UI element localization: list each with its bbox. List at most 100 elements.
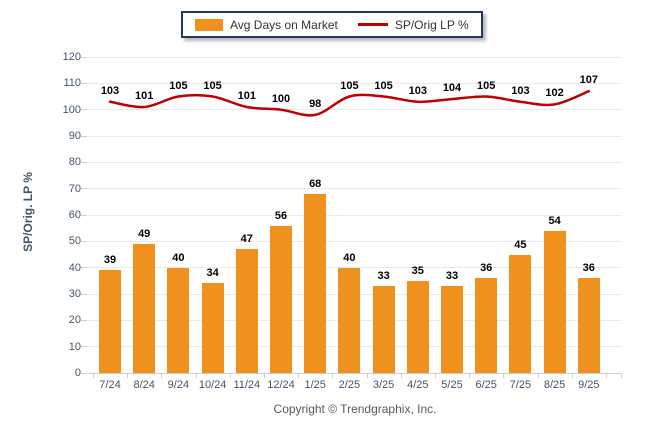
bar (441, 286, 463, 373)
gridline (88, 240, 622, 242)
y-axis-tick (81, 188, 87, 190)
x-axis-tick-label: 10/24 (198, 379, 227, 391)
x-axis-tick (400, 374, 402, 378)
legend-label-bar: Avg Days on Market (230, 17, 338, 32)
y-axis-tick (81, 109, 87, 111)
x-axis-tick-label: 7/25 (509, 379, 532, 391)
y-axis-tick-label: 80 (68, 156, 81, 169)
bar-swatch-icon (195, 18, 223, 31)
y-axis-tick (81, 214, 87, 216)
line-value-label: 103 (408, 84, 427, 97)
y-axis-tick-label: 70 (68, 182, 81, 195)
x-axis-tick-label: 8/25 (543, 379, 566, 391)
line-value-label: 100 (271, 92, 291, 105)
legend-item-bar: Avg Days on Market (195, 18, 338, 32)
gridline (88, 188, 622, 190)
x-axis-tick-label: 6/25 (475, 379, 497, 391)
x-axis-tick (92, 374, 94, 378)
bar (406, 280, 429, 373)
bar (167, 267, 190, 373)
y-axis-tick (81, 267, 87, 269)
gridline (88, 82, 622, 84)
line-value-label: 107 (579, 74, 598, 87)
y-axis-tick (81, 293, 87, 295)
gridline (88, 267, 622, 269)
y-axis-tick-label: 10 (68, 340, 81, 353)
y-axis-tick-label: 120 (62, 51, 81, 63)
x-axis-tick-label: 2/25 (338, 379, 361, 391)
gridline (88, 161, 622, 163)
y-axis-tick (81, 135, 87, 137)
line-value-label: 98 (309, 97, 322, 110)
x-axis-tick (195, 374, 197, 378)
y-axis-tick-label: 20 (68, 314, 81, 327)
y-axis-tick-label: 0 (74, 367, 81, 379)
gridline (88, 372, 622, 374)
bar (372, 286, 395, 373)
line-swatch-icon (357, 23, 388, 26)
y-axis-tick (81, 82, 87, 84)
line-value-label: 104 (442, 82, 462, 95)
bar-value-label: 36 (480, 262, 493, 275)
line-value-label: 105 (169, 79, 188, 92)
gridline (88, 214, 622, 216)
line-value-label: 105 (203, 79, 222, 92)
bar (201, 283, 224, 373)
bar-value-label: 33 (377, 270, 390, 283)
bar-value-label: 45 (514, 238, 527, 251)
x-axis-tick (605, 374, 607, 378)
x-axis-tick-label: 4/25 (407, 379, 429, 391)
x-axis-tick (263, 374, 265, 378)
y-axis-tick (81, 56, 87, 58)
legend-item-line: SP/Orig LP % (357, 18, 469, 32)
x-axis-tick (366, 374, 368, 378)
bar (270, 225, 292, 373)
bar-value-label: 47 (240, 233, 253, 246)
bar-value-label: 39 (103, 254, 117, 267)
x-axis-tick (161, 374, 163, 378)
line-value-label: 101 (237, 90, 256, 103)
y-axis-tick-label: 110 (63, 77, 81, 90)
y-axis-title: SP/Orig. LP % (21, 172, 35, 252)
bar-value-label: 36 (582, 262, 595, 275)
bar-value-label: 49 (138, 227, 151, 240)
bar (475, 278, 498, 373)
gridline (88, 135, 622, 137)
line-value-label: 105 (340, 79, 359, 92)
line-value-label: 103 (511, 84, 530, 97)
line-value-label: 102 (545, 87, 564, 100)
legend: Avg Days on Market SP/Orig LP % (181, 11, 483, 38)
x-axis-tick-label: 3/25 (372, 379, 395, 391)
x-axis-tick (571, 374, 573, 378)
bar-value-label: 40 (343, 251, 356, 264)
y-axis-tick-label: 50 (68, 235, 81, 248)
y-axis-tick-label: 30 (68, 288, 81, 300)
x-axis-tick (621, 374, 622, 378)
x-axis-tick (503, 374, 505, 378)
bar-value-label: 68 (309, 177, 322, 190)
y-axis-tick (81, 161, 87, 163)
y-axis-tick-label: 40 (68, 261, 81, 274)
x-axis-tick (469, 374, 471, 378)
x-axis-tick (229, 374, 231, 378)
x-axis-tick-label: 12/24 (267, 379, 295, 391)
x-axis-tick (298, 374, 300, 378)
line-value-label: 105 (374, 79, 393, 92)
trend-line (108, 89, 591, 117)
x-axis-tick (537, 374, 539, 378)
line-value-label: 101 (135, 90, 154, 103)
bar-value-label: 35 (411, 264, 424, 277)
x-axis-tick (434, 374, 436, 378)
x-axis-tick-label: 5/25 (441, 379, 463, 391)
bar (509, 254, 532, 373)
bar-value-label: 56 (274, 209, 288, 222)
x-axis-tick (332, 374, 334, 378)
y-axis-tick-label: 60 (68, 209, 81, 221)
bar-value-label: 34 (206, 267, 219, 280)
bar-value-label: 33 (445, 270, 459, 283)
bar (543, 230, 566, 373)
bar (133, 243, 156, 373)
y-axis-tick-label: 100 (62, 103, 81, 116)
y-axis-tick (81, 319, 87, 321)
